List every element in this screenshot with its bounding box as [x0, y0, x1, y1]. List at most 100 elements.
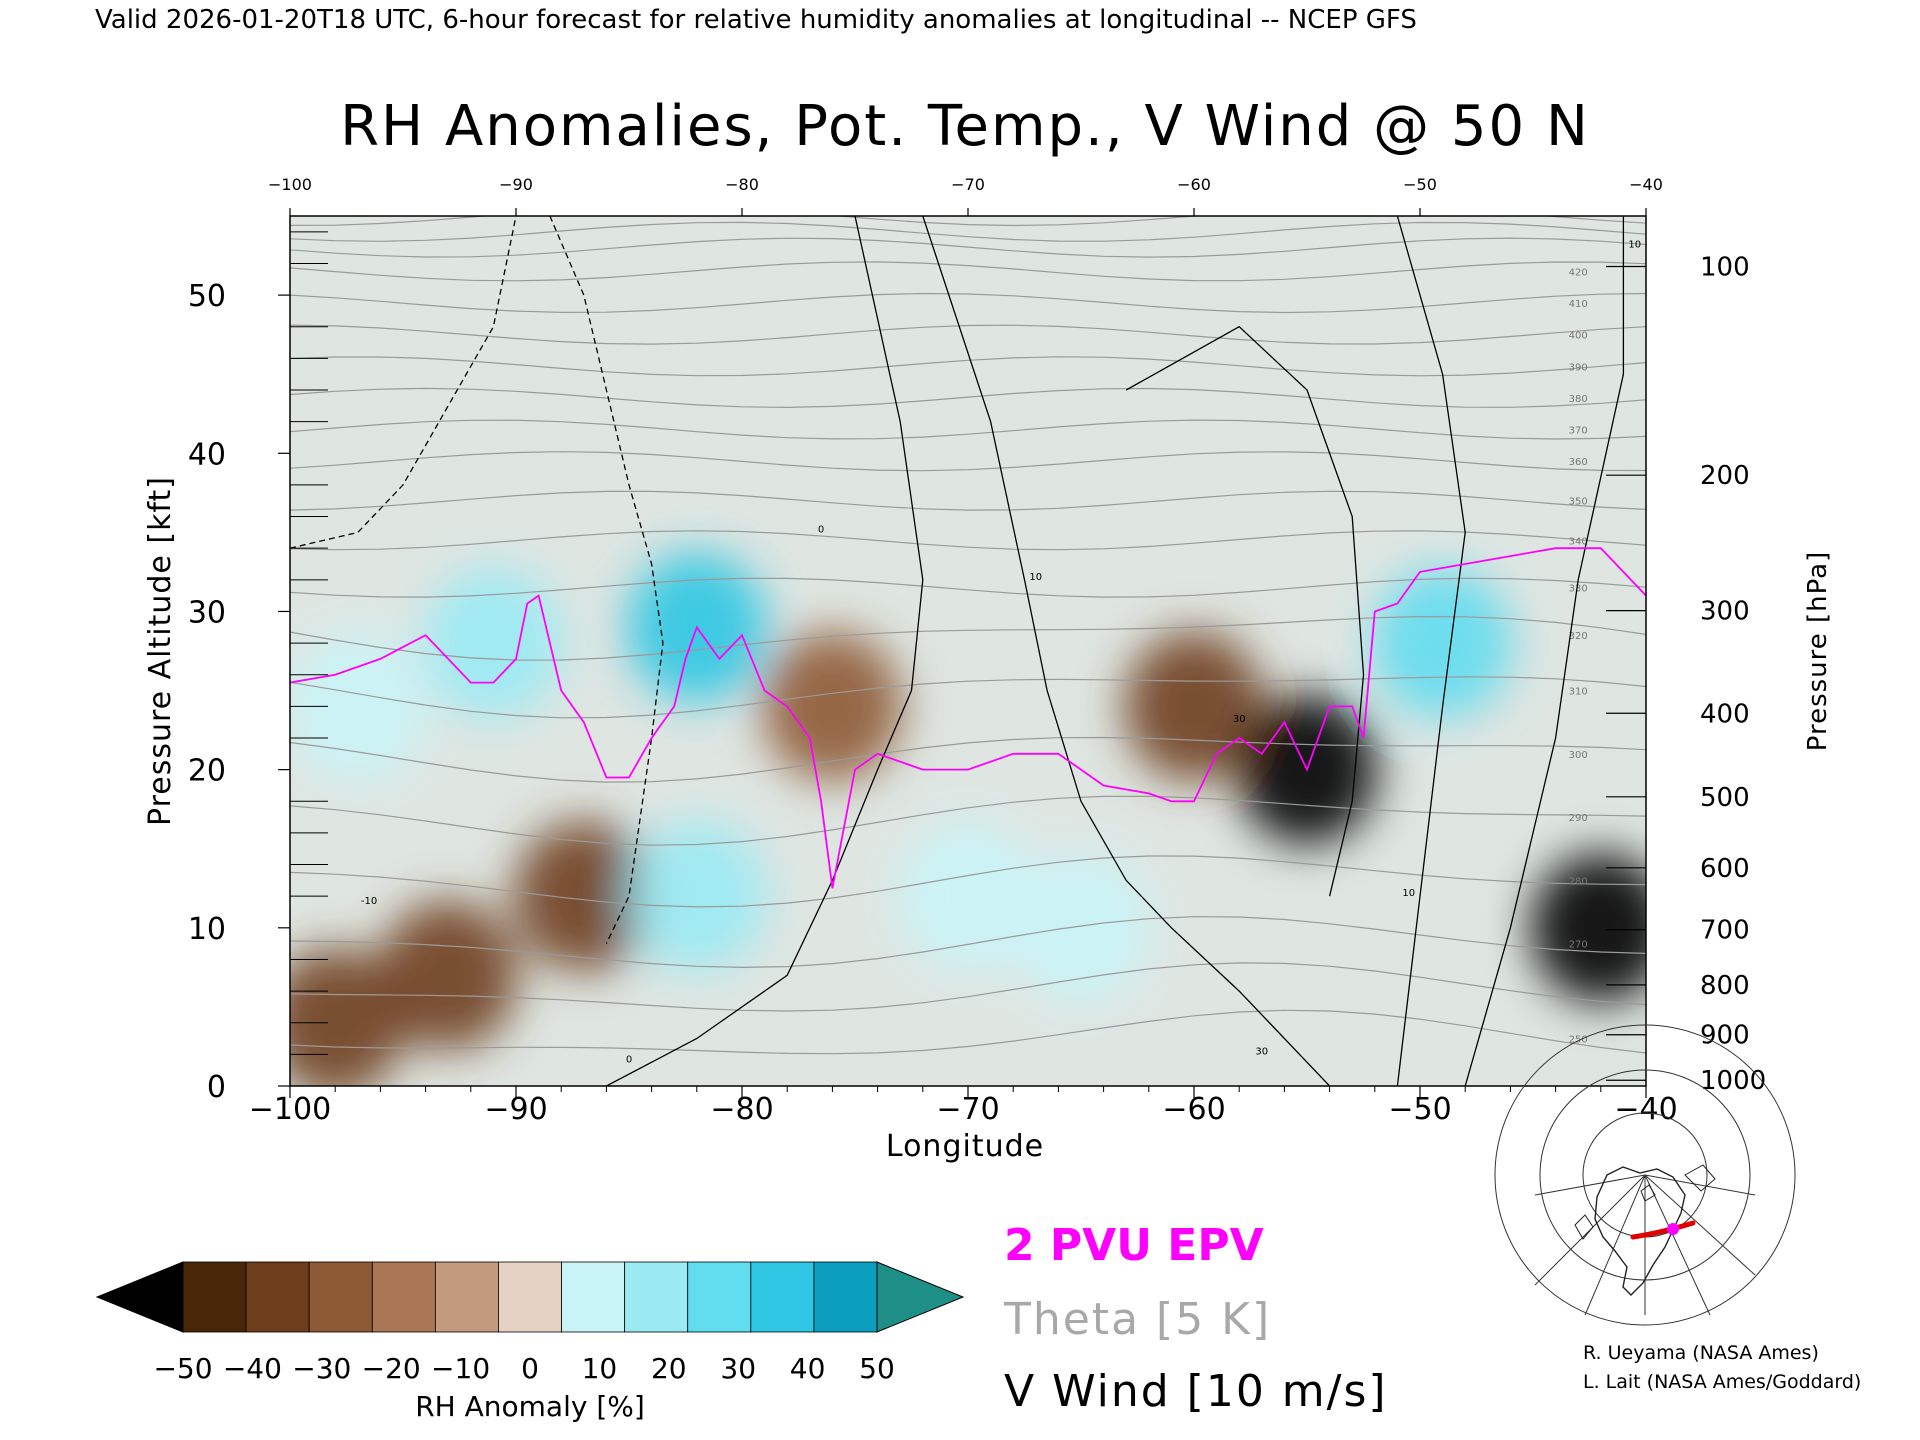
theta-line [290, 530, 1646, 551]
map-cross-section [1630, 1220, 1696, 1240]
pressure-tick-label: 200 [1700, 461, 1750, 491]
colorbar-segment [624, 1261, 689, 1333]
theta-label: 380 [1569, 394, 1588, 405]
rh-cell [1372, 568, 1513, 719]
colorbar-tick-label: 10 [582, 1352, 618, 1385]
y-tick-label: 0 [207, 1070, 226, 1105]
rh-cell [626, 821, 767, 972]
inset-map [1494, 1024, 1796, 1326]
x-tick-label: −50 [1388, 1092, 1451, 1127]
plot-area: 2502702802903003103203303403503603703803… [290, 216, 1646, 1086]
theta-label: 320 [1569, 631, 1588, 642]
x-tick-label: −100 [249, 1092, 331, 1127]
v-wind-line [290, 216, 517, 549]
pressure-tick-label: 400 [1700, 699, 1750, 729]
colorbar-segment [371, 1261, 436, 1333]
rh-anomaly-field [290, 552, 1646, 1086]
theta-line [290, 916, 1646, 969]
colorbar-over-arrow [876, 1261, 965, 1333]
rh-cell [378, 900, 519, 1051]
rh-cell [898, 821, 1038, 972]
x-tick-label: −80 [710, 1092, 773, 1127]
x-top-tick-label: −100 [268, 175, 312, 194]
v-wind-label: -10 [361, 896, 377, 907]
theta-line [290, 1009, 1646, 1055]
theta-line [290, 490, 1646, 511]
rh-cell [1011, 852, 1151, 1003]
colorbar-tick-label: −30 [292, 1352, 351, 1385]
theta-contours: 2502702802903003103203303403503603703803… [290, 216, 1646, 1055]
rh-cell [290, 631, 428, 782]
theta-line [290, 237, 1646, 258]
theta-line [290, 292, 1646, 314]
y-tick-label: 30 [188, 595, 226, 630]
x-tick-label: −90 [484, 1092, 547, 1127]
y-tick-label: 10 [188, 912, 226, 947]
rh-cell [513, 821, 654, 972]
theta-label: 340 [1569, 536, 1588, 547]
theta-label: 290 [1569, 813, 1588, 824]
v-wind-line [1464, 216, 1625, 1086]
colorbar-segment [182, 1261, 247, 1333]
rh-cell [1124, 631, 1264, 782]
theta-line [290, 736, 1646, 783]
v-wind-line [1125, 325, 1365, 897]
x-tick-label: −60 [1162, 1092, 1225, 1127]
colorbar-tick-label: −10 [431, 1352, 490, 1385]
theta-label: 250 [1569, 1035, 1588, 1046]
pressure-tick-label: 500 [1700, 783, 1750, 813]
rh-cell [762, 631, 903, 782]
v-wind-label: 10 [1628, 240, 1641, 251]
theta-label: 350 [1569, 497, 1588, 508]
map-marker [1667, 1223, 1679, 1235]
theta-label: 330 [1569, 584, 1588, 595]
colorbar-label: RH Anomaly [%] [415, 1390, 645, 1423]
y-axis-label-right: Pressure [hPa] [1803, 551, 1833, 752]
valid-line: Valid 2026-01-20T18 UTC, 6-hour forecast… [95, 5, 1417, 35]
colorbar-segment [750, 1261, 815, 1333]
legend: 2 PVU EPV Theta [5 K] V Wind [10 m/s] [1003, 1220, 1388, 1417]
v-wind-line [606, 216, 924, 1086]
theta-label: 420 [1569, 267, 1588, 278]
colorbar-tick-label: −40 [223, 1352, 282, 1385]
v-wind-line [549, 216, 664, 944]
legend-pv: 2 PVU EPV [1004, 1220, 1264, 1271]
v-wind-line [922, 216, 1331, 1086]
pressure-tick-label: 800 [1700, 971, 1750, 1001]
theta-line [290, 676, 1646, 719]
theta-label: 390 [1569, 362, 1588, 373]
theta-label: 270 [1569, 940, 1588, 951]
colorbar-segment [308, 1261, 373, 1333]
legend-vwind: V Wind [10 m/s] [1004, 1366, 1388, 1417]
x-axis-label: Longitude [886, 1129, 1044, 1164]
theta-line [290, 419, 1646, 440]
colorbar-segment [498, 1261, 562, 1333]
v-wind-label: 0 [818, 524, 824, 535]
chart-title: RH Anomalies, Pot. Temp., V Wind @ 50 N [340, 94, 1590, 159]
x-tick-label: −40 [1614, 1092, 1677, 1127]
x-top-tick-label: −70 [951, 175, 985, 194]
theta-label: 370 [1569, 426, 1588, 437]
theta-line [290, 324, 1646, 345]
colorbar-tick-label: −50 [153, 1352, 212, 1385]
theta-label: 400 [1569, 331, 1588, 342]
theta-label: 410 [1569, 299, 1588, 310]
theta-line [290, 962, 1646, 1012]
map-coastline [1594, 1166, 1686, 1296]
theta-label: 300 [1569, 750, 1588, 761]
y-tick-label: 40 [188, 437, 226, 472]
x-top-tick-label: −80 [725, 175, 759, 194]
rh-cell [290, 947, 406, 1086]
colorbar-tick-label: 40 [790, 1352, 826, 1385]
pv-2pvu-line [290, 547, 1646, 889]
map-graticule [1494, 1024, 1796, 1326]
pv-line [290, 547, 1646, 889]
axes: −100 −100 −90 −90 −80 −80 −70 −70 −60 −60 −50 −50 −4… [188, 175, 1766, 1127]
rh-cell [423, 568, 564, 719]
colorbar-segment [434, 1261, 499, 1333]
theta-label: 280 [1569, 876, 1588, 887]
colorbar-segment [561, 1261, 626, 1333]
colorbar-tick-label: 50 [859, 1352, 895, 1385]
